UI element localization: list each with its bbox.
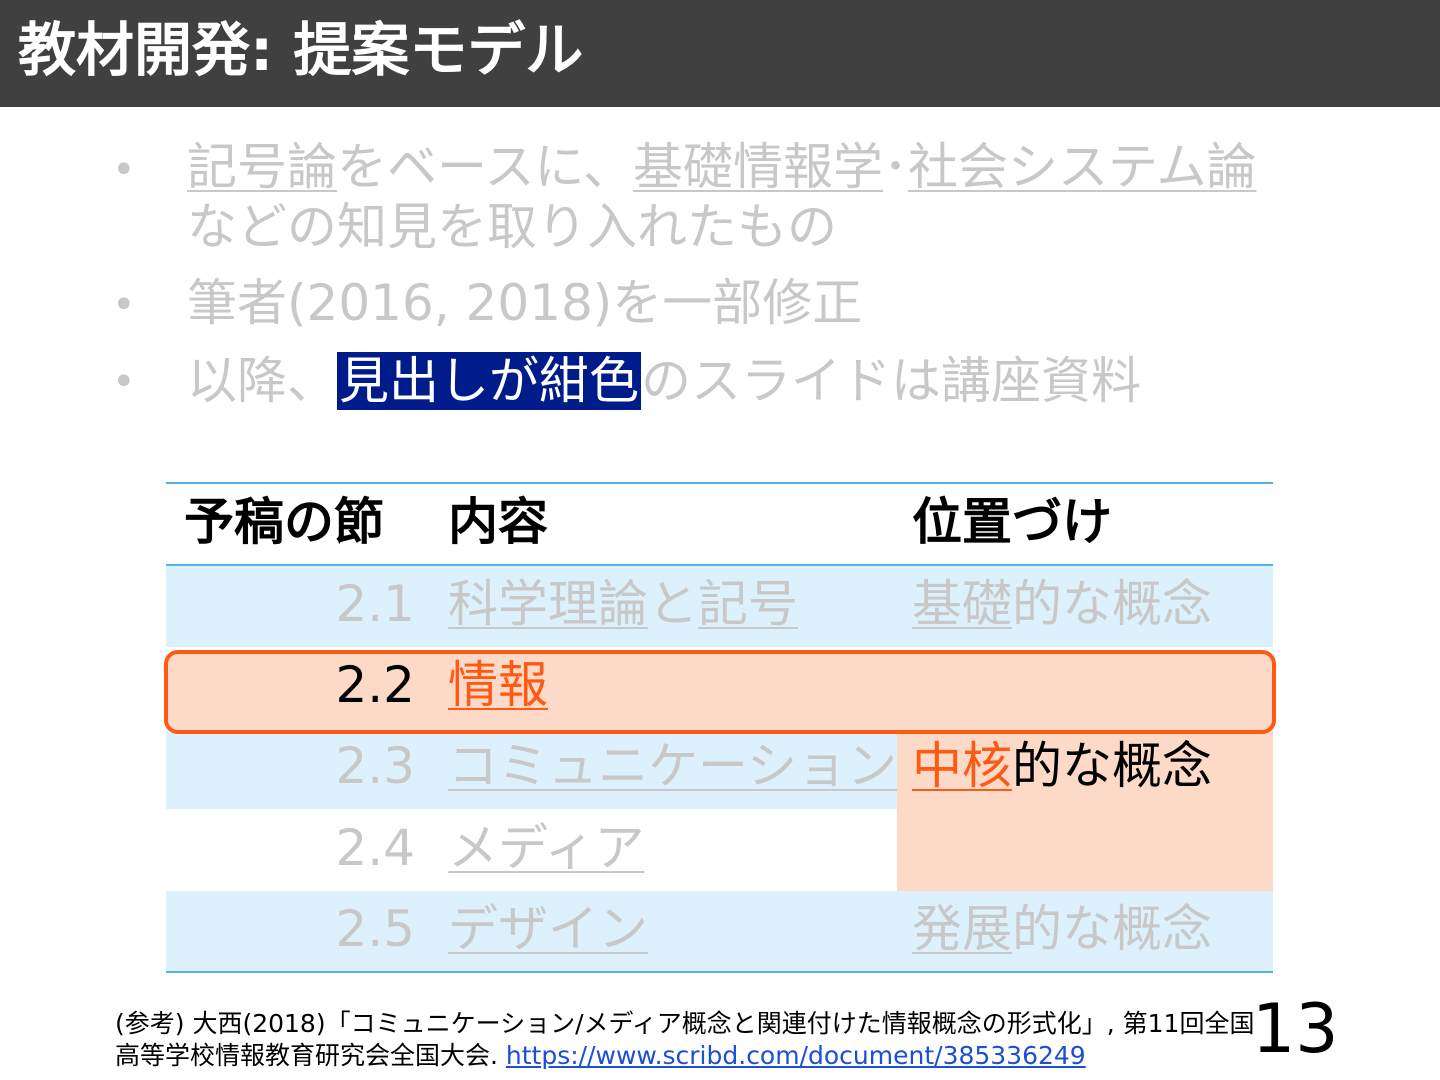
- header-content: 内容: [448, 493, 548, 551]
- content-cell: デザイン: [448, 899, 648, 959]
- slide-title: 教材開発: 提案モデル: [18, 16, 584, 84]
- row-bg-2-1: [166, 566, 1273, 647]
- row-bg-2-5: [166, 891, 1273, 972]
- section-number: 2.3: [335, 737, 415, 795]
- bullet-marker: •: [112, 147, 136, 193]
- page-number: 13: [1252, 990, 1339, 1069]
- link-design[interactable]: デザイン: [448, 900, 648, 958]
- link-information[interactable]: 情報: [448, 656, 548, 714]
- table-rule-header: [166, 564, 1273, 566]
- bullet-3: 以降、見出しが紺色のスライドは講座資料: [187, 350, 1141, 412]
- link-fundamental-informatics[interactable]: 基礎情報学: [633, 138, 883, 196]
- content-cell: 科学理論と記号: [448, 574, 798, 634]
- link-core[interactable]: 中核: [912, 737, 1012, 795]
- header-position: 位置づけ: [912, 493, 1112, 551]
- bullet-2: 筆者(2016, 2018)を一部修正: [187, 274, 863, 332]
- link-communication[interactable]: コミュニケーション: [448, 737, 897, 795]
- footnote-line-2-text: 高等学校情報教育研究会全国大会.: [115, 1041, 506, 1070]
- section-number: 2.2: [335, 656, 415, 714]
- footnote-line-1: (参考) 大西(2018)「コミュニケーション/メディア概念と関連付けた情報概念…: [115, 1009, 1255, 1038]
- position-dev-suffix: 的な概念: [1012, 900, 1212, 958]
- position-basic-suffix: 的な概念: [1012, 575, 1212, 633]
- bullet-3-text-end: のスライドは講座資料: [641, 352, 1141, 410]
- section-number: 2.5: [335, 900, 415, 958]
- link-semiotics[interactable]: 記号論: [187, 138, 337, 196]
- content-cell: メディア: [448, 818, 645, 878]
- section-number: 2.1: [335, 575, 415, 633]
- bullet-1-line-2: などの知見を取り入れたもの: [187, 198, 837, 256]
- position-core-suffix: 的な概念: [1012, 737, 1212, 795]
- footnote-line-2: 高等学校情報教育研究会全国大会. https://www.scribd.com/…: [115, 1040, 1315, 1072]
- title-bar: 教材開発: 提案モデル: [0, 0, 1440, 107]
- bullet-1-text: をベースに、: [337, 138, 633, 196]
- table-rule-top: [166, 482, 1273, 484]
- content-cell: 情報: [448, 655, 548, 715]
- row-bg-2-3: [166, 728, 897, 809]
- link-basic[interactable]: 基礎: [912, 575, 1012, 633]
- bullet-1: 記号論をベースに、基礎情報学･社会システム論: [187, 136, 1257, 198]
- position-development: 発展的な概念: [912, 899, 1212, 959]
- section-number: 2.4: [335, 819, 415, 877]
- core-cell-bg: [897, 728, 1273, 891]
- content-cell: コミュニケーション: [448, 736, 897, 796]
- link-media[interactable]: メディア: [448, 819, 645, 877]
- bullet-1-dot: ･: [883, 138, 908, 196]
- position-basic: 基礎的な概念: [912, 574, 1212, 634]
- highlight-box-2-2: [164, 650, 1276, 734]
- link-social-systems[interactable]: 社会システム論: [908, 138, 1257, 196]
- bullet-marker: •: [112, 359, 136, 405]
- reference-link[interactable]: https://www.scribd.com/document/38533624…: [505, 1041, 1086, 1070]
- link-science-theory[interactable]: 科学理論: [448, 575, 648, 633]
- concept-table: 予稿の節 内容 位置づけ 2.1 科学理論と記号 基礎的な概念 2.2 情報 2…: [164, 482, 1276, 974]
- link-development[interactable]: 発展: [912, 900, 1012, 958]
- bullet-marker: •: [112, 282, 136, 328]
- reference-footnote: (参考) 大西(2018)「コミュニケーション/メディア概念と関連付けた情報概念…: [115, 1008, 1315, 1072]
- header-section: 予稿の節: [184, 493, 384, 551]
- link-sign[interactable]: 記号: [698, 575, 798, 633]
- content-conj: と: [648, 575, 698, 633]
- navy-highlight: 見出しが紺色: [337, 352, 641, 410]
- table-rule-bottom: [166, 971, 1273, 973]
- position-core: 中核的な概念: [912, 736, 1212, 796]
- bullet-3-text: 以降、: [187, 352, 337, 410]
